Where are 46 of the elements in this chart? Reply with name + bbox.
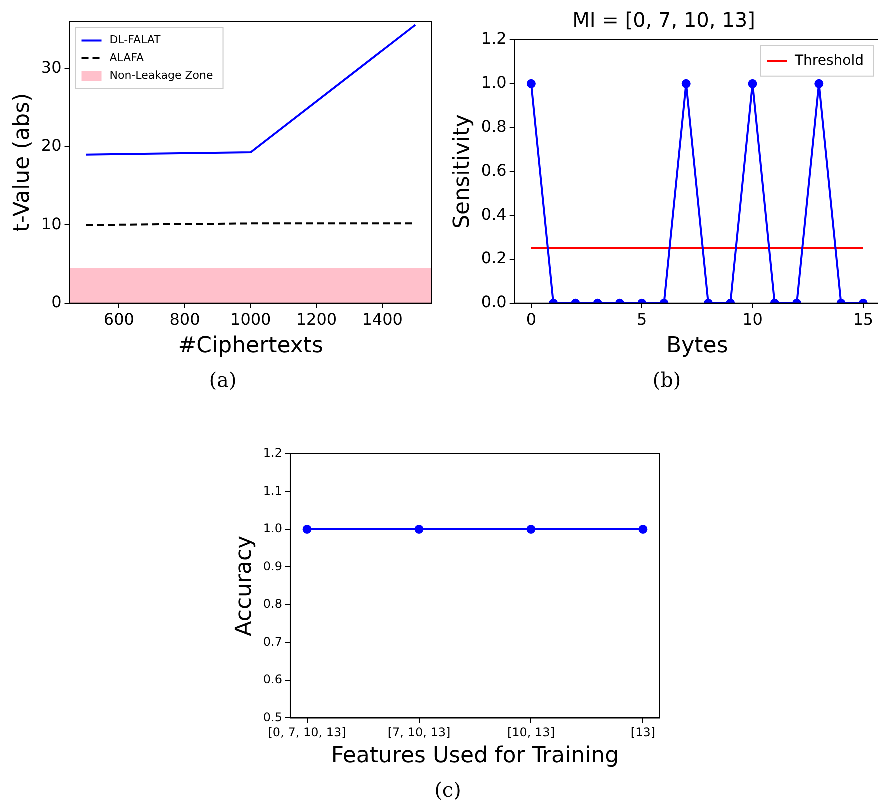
y-tick-label: 0.8 [481,116,507,136]
legend-label: Threshold [794,52,864,69]
x-tick-label: 1400 [362,310,403,330]
x-tick-label: 15 [853,310,874,330]
y-tick-label: 30 [41,58,62,78]
x-tick-label: 1000 [230,310,272,330]
legend-label: Non-Leakage Zone [110,68,214,82]
x-tick-label: 10 [742,310,763,330]
y-tick-label: 0.9 [263,559,282,574]
y-tick-label: 0.4 [481,204,507,224]
legend-label: ALAFA [110,51,145,64]
legend-label: DL-FALAT [110,34,162,47]
x-tick-label: 800 [170,310,200,330]
y-tick-label: 0.2 [481,248,507,268]
x-tick-label: 0 [526,310,537,330]
y-tick-label: 1.2 [263,446,282,460]
x-tick-label: 5 [637,310,648,330]
text: (b) [652,368,682,392]
y-tick-label: 1.0 [481,73,507,92]
chart-title: MI = [0, 7, 10, 13] [572,8,756,32]
y-tick-label: 1.2 [481,29,507,48]
y-tick-label: 0 [52,292,62,312]
y-tick-label: 1.0 [263,522,282,536]
y-axis-title: Accuracy [232,536,257,636]
y-tick-label: 20 [41,136,62,156]
text: (c) [434,778,462,801]
y-tick-label: 0.7 [263,634,282,649]
x-tick-label: [0, 7, 10, 13] [268,726,346,740]
x-tick-label: [7, 10, 13] [388,726,451,740]
y-tick-label: 1.1 [263,484,282,498]
y-tick-label: 0.8 [263,597,282,612]
x-axis-title: #Ciphertexts [178,334,324,359]
x-tick-label: 600 [104,310,134,330]
y-tick-label: 0.5 [263,710,282,724]
x-tick-label: [13] [630,726,656,740]
x-tick-label: 1200 [296,310,338,330]
y-tick-label: 10 [41,214,62,234]
y-axis-title: t-Value (abs) [10,93,35,232]
x-tick-label: [10, 13] [507,726,555,740]
y-tick-label: 0.0 [481,292,507,312]
y-tick-label: 0.6 [481,160,507,180]
y-axis-title: Sensitivity [450,114,475,229]
text: (a) [208,368,238,392]
x-axis-title: Bytes [666,334,728,359]
x-axis-title: Features Used for Training [331,744,620,769]
y-tick-label: 0.6 [263,672,282,687]
